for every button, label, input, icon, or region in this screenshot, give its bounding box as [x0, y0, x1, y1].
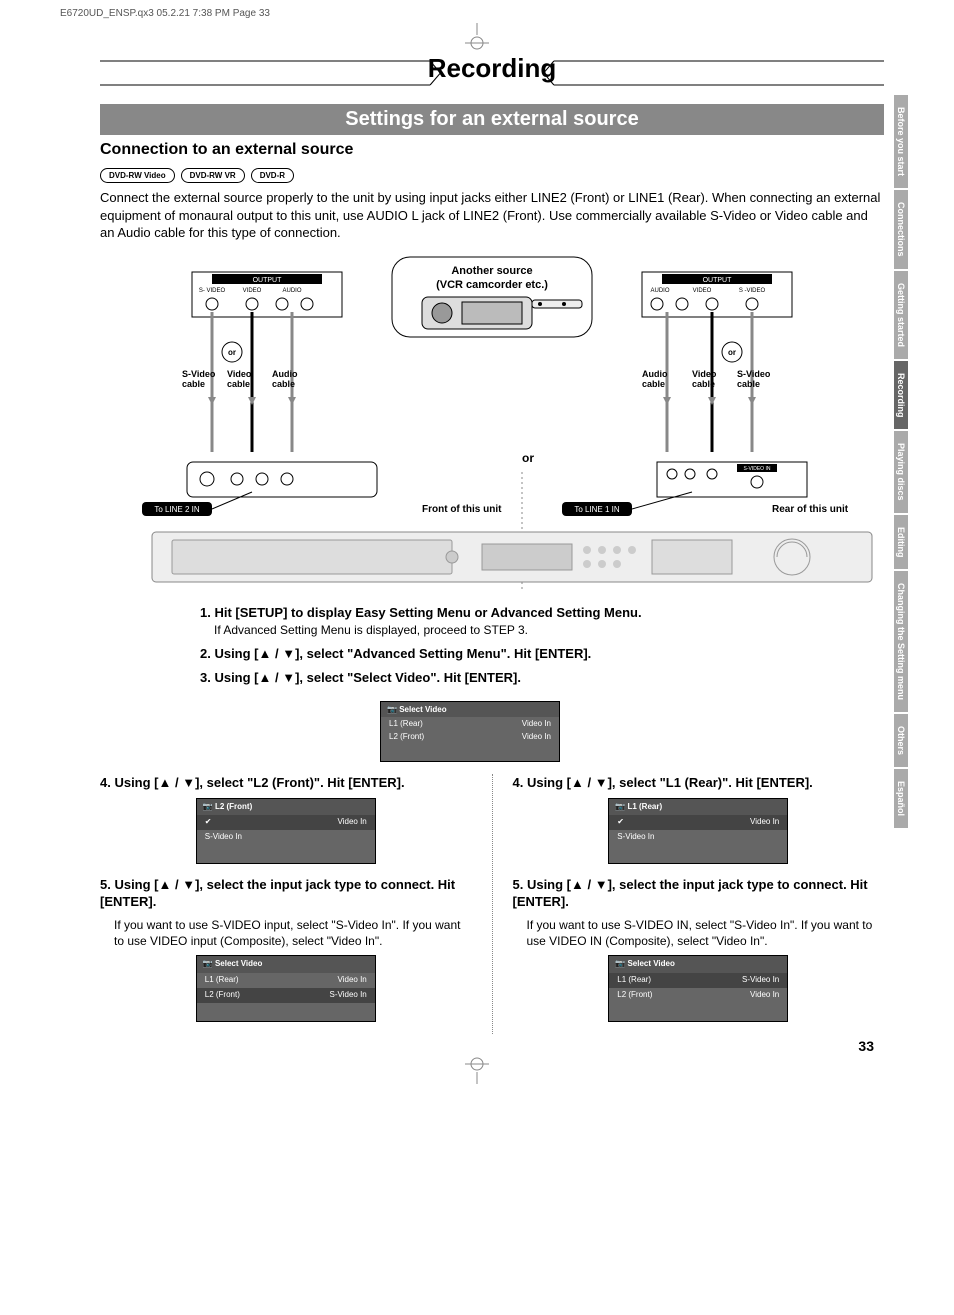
left-column: 4. Using [▲ / ▼], select "L2 (Front)". H… — [100, 774, 472, 1034]
right-column: 4. Using [▲ / ▼], select "L1 (Rear)". Hi… — [513, 774, 885, 1034]
svg-text:Front of this unit: Front of this unit — [422, 504, 502, 515]
osd-left-result: 📷 Select Video L1 (Rear)Video In L2 (Fro… — [196, 955, 376, 1021]
osd-l2-front: 📷 L2 (Front) Video In S-Video In — [196, 798, 376, 864]
svg-text:or: or — [228, 348, 236, 357]
svg-text:To LINE 2 IN: To LINE 2 IN — [154, 505, 200, 514]
section-subtitle-bar: Settings for an external source — [100, 104, 884, 135]
svg-text:Video: Video — [227, 369, 252, 379]
svg-text:cable: cable — [272, 379, 295, 389]
svg-text:Another source: Another source — [451, 265, 532, 277]
svg-text:or: or — [522, 451, 534, 465]
svg-text:cable: cable — [692, 379, 715, 389]
svg-text:OUTPUT: OUTPUT — [253, 277, 283, 284]
osd-right-result: 📷 Select Video L1 (Rear)S-Video In L2 (F… — [608, 955, 788, 1021]
print-header-meta: E6720UD_ENSP.qx3 05.2.21 7:38 PM Page 33 — [0, 0, 954, 23]
svg-text:Video: Video — [692, 369, 717, 379]
svg-text:cable: cable — [182, 379, 205, 389]
section-heading: Connection to an external source — [100, 141, 884, 159]
svg-text:To LINE 1 IN: To LINE 1 IN — [574, 505, 620, 514]
svg-text:VIDEO: VIDEO — [693, 288, 712, 294]
two-column-steps: 4. Using [▲ / ▼], select "L2 (Front)". H… — [100, 774, 884, 1034]
svg-text:Audio: Audio — [272, 369, 298, 379]
svg-text:S-Video: S-Video — [182, 369, 216, 379]
step: 1. Hit [SETUP] to display Easy Setting M… — [200, 604, 884, 639]
disc-format-icons: DVD-RW Video DVD-RW VR DVD-R — [100, 165, 884, 183]
svg-text:cable: cable — [227, 379, 250, 389]
svg-text:S -VIDEO: S -VIDEO — [739, 288, 766, 294]
chapter-title: Recording — [100, 53, 884, 84]
svg-text:cable: cable — [642, 379, 665, 389]
osd-title: 📷 Select Video — [381, 702, 559, 717]
crop-mark-top — [0, 23, 954, 53]
svg-text:or: or — [728, 348, 736, 357]
disc-format-icon: DVD-RW VR — [181, 168, 245, 183]
page-number: 33 — [858, 1038, 874, 1054]
right-step5-body: If you want to use S-VIDEO IN, select "S… — [513, 917, 885, 949]
svg-text:S- VIDEO: S- VIDEO — [199, 288, 226, 294]
osd-select-video-shared: 📷 Select Video L1 (Rear)Video In L2 (Fro… — [380, 701, 560, 762]
disc-format-icon: DVD-RW Video — [100, 168, 175, 183]
svg-text:AUDIO: AUDIO — [282, 288, 301, 294]
step: 3. Using [▲ / ▼], select "Select Video".… — [200, 669, 884, 687]
page-content: Recording Settings for an external sourc… — [0, 53, 954, 1034]
svg-text:Rear of this unit: Rear of this unit — [772, 504, 849, 515]
crop-mark-bottom — [0, 1054, 954, 1084]
column-divider — [492, 774, 493, 1034]
chapter-title-banner: Recording — [100, 53, 884, 98]
svg-text:S-VIDEO IN: S-VIDEO IN — [744, 466, 771, 472]
step: 2. Using [▲ / ▼], select "Advanced Setti… — [200, 645, 884, 663]
svg-text:cable: cable — [737, 379, 760, 389]
connection-diagram: Another source (VCR camcorder etc.) OUTP… — [100, 252, 884, 592]
svg-text:(VCR camcorder etc.): (VCR camcorder etc.) — [436, 279, 548, 291]
osd-l1-rear: 📷 L1 (Rear) Video In S-Video In — [608, 798, 788, 864]
left-step5-body: If you want to use S-VIDEO input, select… — [100, 917, 472, 949]
intro-paragraph: Connect the external source properly to … — [100, 189, 884, 242]
svg-text:S-Video: S-Video — [737, 369, 771, 379]
shared-steps: 1. Hit [SETUP] to display Easy Setting M… — [100, 604, 884, 687]
svg-text:AUDIO: AUDIO — [650, 288, 669, 294]
svg-text:OUTPUT: OUTPUT — [703, 277, 733, 284]
svg-text:Audio: Audio — [642, 369, 668, 379]
disc-format-icon: DVD-R — [251, 168, 294, 183]
svg-text:VIDEO: VIDEO — [243, 288, 262, 294]
